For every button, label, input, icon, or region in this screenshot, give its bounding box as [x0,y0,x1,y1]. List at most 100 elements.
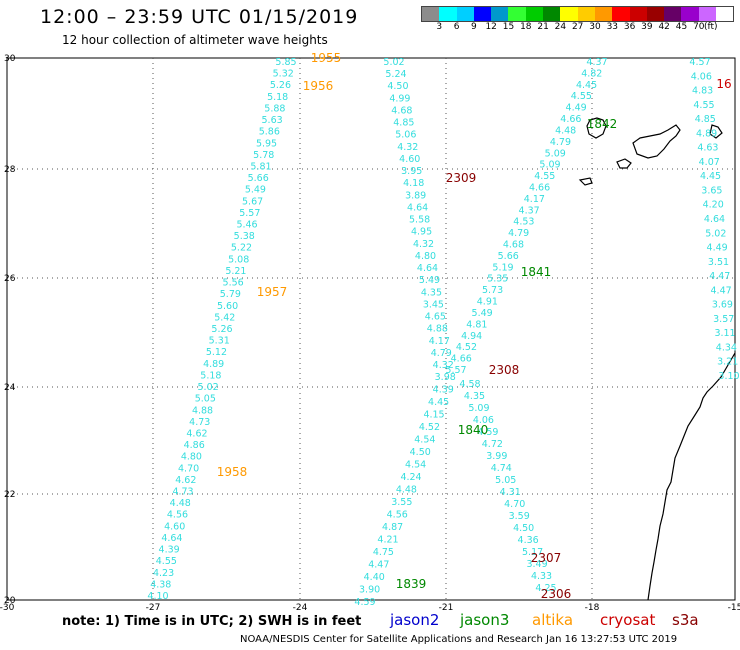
coastline [578,117,736,601]
swh-value: 4.50 [387,81,408,92]
swh-value: 5.08 [228,254,249,265]
swh-value: 3.90 [359,585,380,596]
pass-time-label: 2309 [446,171,477,185]
swh-value: 4.10 [147,591,168,602]
swh-value: 3.11 [714,328,735,339]
scale-swatch [612,7,630,21]
lon-tick-label: -21 [439,603,454,610]
swh-value: 4.35 [421,287,442,298]
swh-value: 4.60 [399,154,420,165]
swh-value: 4.21 [377,535,398,546]
swh-value: 4.52 [456,342,477,353]
swh-value: 4.39 [433,385,454,396]
scale-label: 9 [471,22,477,32]
swh-value: 5.42 [214,312,235,323]
swh-value: 4.58 [459,379,480,390]
swh-value: 5.18 [200,370,221,381]
swh-value: 5.19 [492,262,513,273]
swh-value: 4.06 [473,415,494,426]
note-text: note: 1) Time is in UTC; 2) SWH is in fe… [62,614,362,629]
swh-value: 4.64 [407,202,428,213]
swh-value: 3.65 [701,185,722,196]
scale-label: 21 [537,22,549,32]
swh-value: 4.73 [189,417,210,428]
swh-value: 4.40 [364,572,385,583]
swh-value: 4.80 [181,452,202,463]
scale-label: 3 [436,22,443,32]
swh-value: 5.17 [522,547,543,558]
swh-value: 4.79 [550,137,571,148]
swh-value: 5.09 [539,160,560,171]
swh-value: 4.64 [704,214,725,225]
color-scale-labels: 3 6 9 12 15 18 21 24 27 30 33 36 39 42 45 70 [421,22,731,34]
swh-value: 5.49 [245,185,266,196]
lat-tick-label: 22 [4,490,15,500]
swh-value: 4.55 [156,556,177,567]
scale-label: 24 [554,22,567,32]
swh-value: 5.66 [248,173,269,184]
color-scale-unit: (ft) [704,22,718,32]
swh-value: 4.83 [692,86,713,97]
swh-value: 4.68 [503,240,524,251]
color-scale [421,6,735,22]
swh-value: 4.89 [203,359,224,370]
swh-value: 3.51 [708,257,729,268]
swh-value: 4.39 [159,545,180,556]
scale-swatch [456,7,474,21]
swh-value: 3.10 [718,371,739,382]
swh-value: 5.02 [705,228,726,239]
scale-label: 45 [675,22,688,32]
scale-swatch [508,7,526,21]
swh-value: 4.37 [519,205,540,216]
swh-value: 5.32 [273,69,294,80]
pass-time-label: 2308 [489,363,520,377]
swh-value: 4.20 [703,200,724,211]
swh-value: 4.33 [531,571,552,582]
swh-value: 4.65 [425,312,446,323]
swh-value: 4.35 [464,391,485,402]
pass-time-label: 1841 [521,265,552,279]
lon-tick-label: -18 [585,603,600,610]
swh-value: 5.26 [270,80,291,91]
swh-value: 4.88 [192,405,213,416]
swh-value: 4.94 [461,331,482,342]
swh-value: 5.05 [195,394,216,405]
swh-value: 3.45 [423,299,444,310]
swh-value: 5.49 [419,275,440,286]
pass-time-label: 2307 [531,551,562,565]
swh-value: 4.86 [184,440,205,451]
swh-value: 4.49 [566,103,587,114]
swh-value: 4.50 [513,523,534,534]
swh-value: 4.45 [428,397,449,408]
swh-value: 5.02 [383,57,404,68]
swh-value: 5.58 [409,215,430,226]
swh-value: 4.45 [700,171,721,182]
swh-value: 4.55 [534,171,555,182]
swh-value: 5.35 [487,274,508,285]
swh-value: 5.09 [545,148,566,159]
swh-value: 5.57 [445,365,466,376]
swh-value: 5.26 [211,324,232,335]
legend-altika: altika [532,611,574,629]
lat-tick-label: 26 [4,274,16,284]
swh-value: 4.32 [433,360,454,371]
swh-value: 4.25 [535,583,556,594]
swh-value: 5.73 [482,285,503,296]
altimeter-tracks: 5.855.325.265.185.885.635.865.955.785.81… [147,57,739,608]
swh-value: 4.72 [482,439,503,450]
swh-value: 4.52 [419,422,440,433]
swh-value: 4.99 [389,93,410,104]
swh-value: 5.12 [206,347,227,358]
swh-value: 4.57 [689,57,710,68]
pass-time-label: 1957 [257,285,288,299]
swh-value: 4.60 [164,521,185,532]
swh-value: 4.47 [711,285,732,296]
swh-value: 4.54 [405,460,426,471]
swh-value: 5.85 [275,57,296,68]
swh-value: 3.55 [391,497,412,508]
pass-time-label: 1956 [303,79,334,93]
swh-value: 4.87 [382,522,403,533]
lat-tick-label: 20 [4,596,16,606]
swh-value: 4.07 [699,157,720,168]
scale-swatch [698,7,717,21]
